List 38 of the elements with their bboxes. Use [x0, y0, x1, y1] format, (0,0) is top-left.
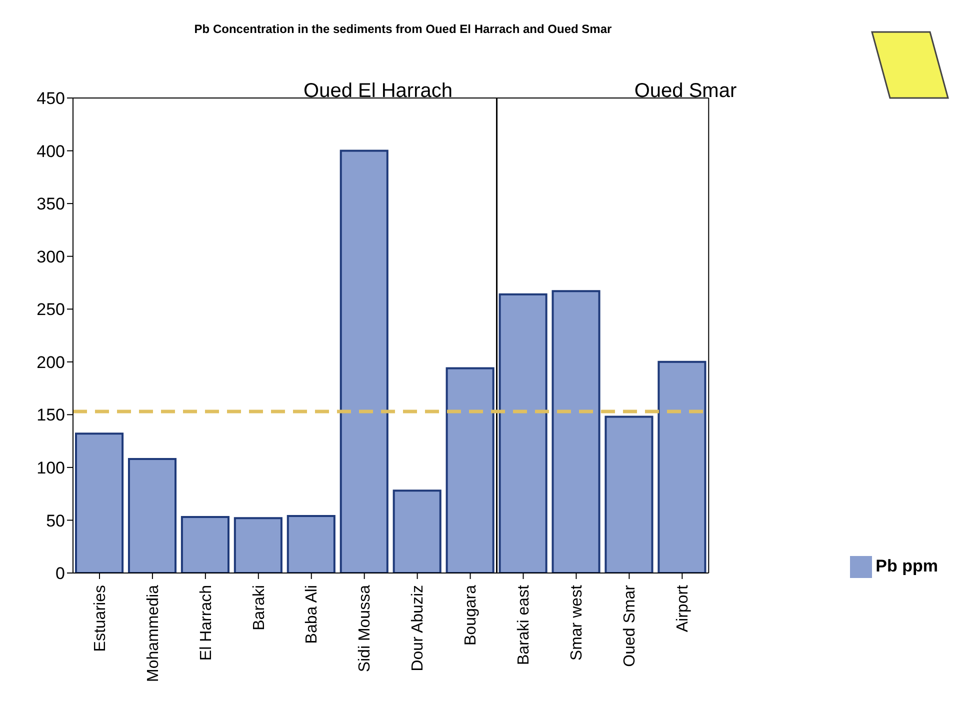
y-tick-label: 400 [36, 142, 65, 161]
y-tick-label: 350 [36, 194, 65, 214]
x-tick-label: Oued Smar [622, 584, 639, 667]
bar [286, 515, 336, 573]
x-tick-label: Baba Ali [304, 585, 321, 644]
bar [180, 516, 230, 573]
x-tick-label: Smar west [568, 584, 586, 661]
bar [392, 490, 442, 573]
bar [552, 290, 600, 573]
x-tick-label: Baraki [250, 585, 268, 630]
bar [340, 150, 388, 573]
y-tick-label: 50 [46, 511, 65, 530]
bar [498, 293, 548, 573]
bar [128, 458, 177, 573]
y-tick-label: 300 [36, 247, 65, 266]
x-tick-label: Dour Abuziz [410, 585, 427, 672]
y-tick-label: 250 [36, 300, 65, 320]
x-tick-label: Bougara [462, 584, 480, 646]
y-tick-label: 200 [36, 352, 65, 372]
chart-title: Pb Concentration in the sediments from Oued El Harrach and Oued Smar [193, 22, 613, 36]
bar [446, 367, 494, 573]
bar [658, 360, 706, 573]
x-tick-label: El Harrach [198, 585, 215, 661]
annotation: Oued Smar [633, 80, 738, 103]
legend-label: Pb ppm [876, 556, 938, 576]
x-tick-label: Estuaries [92, 585, 109, 652]
x-tick-label: Sidi Moussa [356, 584, 374, 672]
x-tick-label: Mohammedia [144, 584, 162, 682]
y-tick-label: 150 [36, 406, 65, 425]
y-tick-label: 450 [36, 89, 65, 108]
bar [75, 432, 124, 573]
x-tick-label: Airport [674, 584, 692, 632]
y-tick-label: 0 [56, 564, 65, 584]
x-tick-label: Baraki east [516, 584, 533, 666]
annotation: Oued El Harrach [302, 80, 454, 103]
bar [604, 416, 654, 573]
y-tick-label: 100 [36, 458, 65, 478]
bar [234, 517, 282, 573]
